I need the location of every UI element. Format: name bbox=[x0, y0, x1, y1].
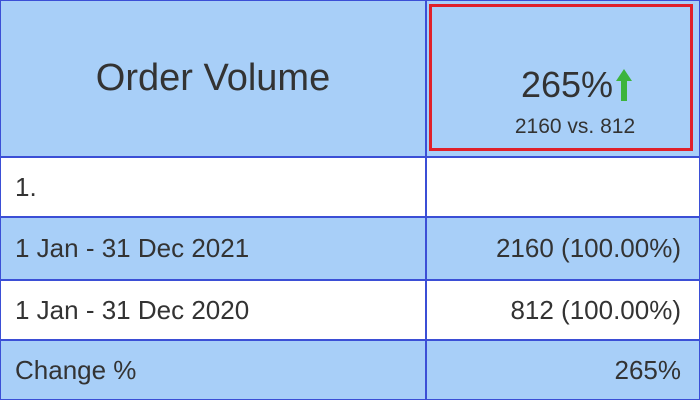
row-label: 1 Jan - 31 Dec 2020 bbox=[15, 294, 250, 325]
table-row-1-label: 1. bbox=[0, 157, 426, 217]
table-row-2-label: 1 Jan - 31 Dec 2021 bbox=[0, 217, 426, 280]
kpi-highlight-frame bbox=[429, 4, 693, 151]
table-row-1-value bbox=[426, 157, 700, 217]
row-label: Change % bbox=[15, 354, 137, 385]
kpi-value: 265% bbox=[520, 64, 614, 105]
table-row-4-value: 265% bbox=[426, 340, 700, 400]
kpi-comparison: 2160 vs. 812 bbox=[514, 115, 636, 138]
arrow-up-icon bbox=[616, 69, 633, 101]
row-label: 1 Jan - 31 Dec 2021 bbox=[15, 233, 250, 263]
row-value: 812 (100.00%) bbox=[510, 294, 681, 325]
table-row-4-label: Change % bbox=[0, 340, 426, 400]
redacted-text bbox=[45, 175, 143, 199]
kpi-cell[interactable]: 265% 2160 vs. 812 bbox=[426, 0, 700, 157]
row-value: 265% bbox=[614, 354, 682, 385]
table-row-2-value: 2160 (100.00%) bbox=[426, 217, 700, 280]
table-header-title-cell: Order Volume bbox=[0, 0, 426, 157]
row-value: 2160 (100.00%) bbox=[495, 233, 681, 263]
table-row-3-label: 1 Jan - 31 Dec 2020 bbox=[0, 280, 426, 340]
kpi-main: 265% bbox=[427, 64, 699, 106]
page-title: Order Volume bbox=[95, 57, 331, 99]
table-row-3-value: 812 (100.00%) bbox=[426, 280, 700, 340]
row-label: 1. bbox=[15, 171, 37, 202]
